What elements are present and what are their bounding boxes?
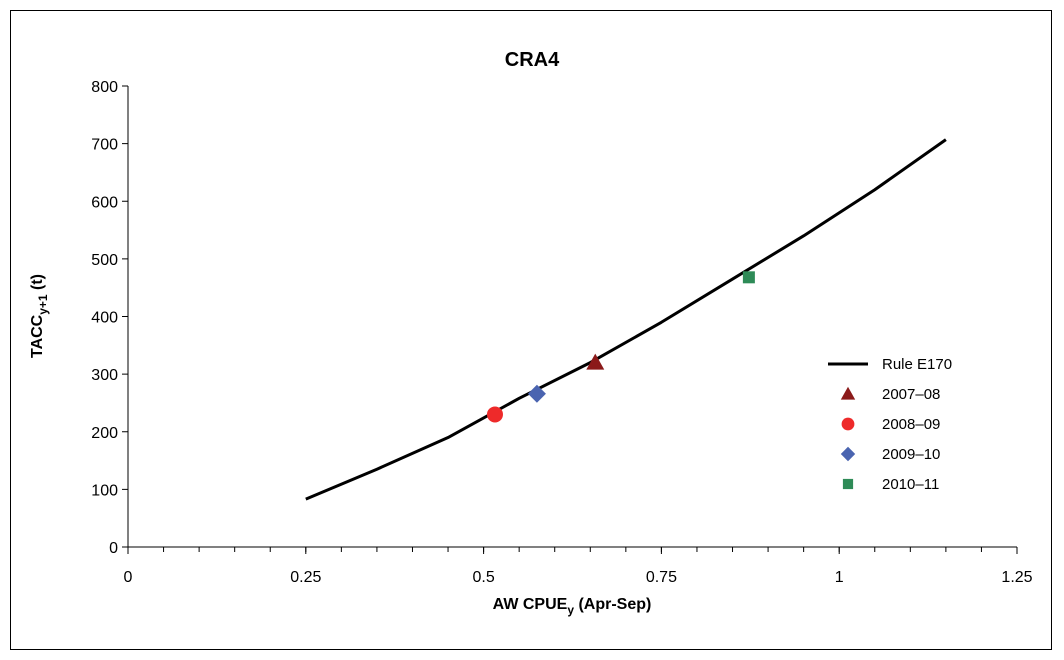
x-axis-title-subscript: y	[567, 603, 574, 617]
y-axis-title: TACCy+1 (t)	[29, 274, 50, 358]
legend-label: 2010–11	[882, 476, 939, 493]
data-point-2010-11	[742, 271, 755, 284]
data-point-2007-08	[586, 353, 605, 370]
legend-label: 2009–10	[882, 446, 940, 463]
x-tick-label: 0.75	[646, 569, 677, 586]
data-point-2008-09	[486, 406, 503, 423]
legend-marker-group	[840, 386, 856, 400]
legend: Rule E170 2007–08 2008–09 2009–10 2010–11	[828, 356, 952, 493]
y-tick-label: 400	[91, 310, 118, 327]
legend-marker-group	[841, 417, 855, 431]
legend-label: 2007–08	[882, 386, 940, 403]
x-tick-label: 0.25	[290, 569, 321, 586]
x-tick-label: 0	[124, 569, 133, 586]
y-tick-label: 700	[91, 137, 118, 154]
y-tick-label: 200	[91, 425, 118, 442]
legend-marker-swatch	[842, 478, 854, 490]
x-axis-title-main: AW CPUE	[493, 596, 568, 613]
y-axis: 0 100 200 300 400 500 600 700 800	[91, 79, 128, 557]
legend-label: Rule E170	[882, 356, 952, 373]
legend-marker-swatch	[841, 417, 855, 431]
legend-label: 2008–09	[882, 416, 940, 433]
y-tick-label: 300	[91, 367, 118, 384]
legend-marker-group	[840, 446, 856, 462]
y-axis-title-subscript: y+1	[36, 294, 50, 315]
y-tick-label: 600	[91, 194, 118, 211]
chart-frame	[10, 10, 1052, 650]
x-tick-label: 1.25	[1001, 569, 1032, 586]
y-tick-label: 500	[91, 252, 118, 269]
chart-title: CRA4	[505, 49, 560, 71]
x-axis-title: AW CPUEy (Apr-Sep)	[493, 596, 652, 617]
legend-marker-swatch	[840, 446, 856, 462]
x-tick-label: 0.5	[472, 569, 494, 586]
series-line-rule-e170	[305, 138, 947, 501]
data-point-2009-10	[527, 384, 546, 403]
legend-marker-group	[842, 478, 854, 490]
x-axis: 0 0.25 0.5 0.75 1 1.25	[124, 547, 1033, 586]
legend-marker-swatch	[840, 386, 856, 400]
y-axis-title-suffix: (t)	[29, 274, 46, 294]
y-tick-label: 800	[91, 79, 118, 96]
plot-area	[305, 138, 947, 501]
x-axis-title-suffix: (Apr-Sep)	[574, 596, 651, 613]
x-tick-label: 1	[835, 569, 844, 586]
y-tick-label: 100	[91, 482, 118, 499]
y-axis-title-main: TACC	[29, 314, 46, 358]
y-tick-label: 0	[109, 540, 118, 557]
